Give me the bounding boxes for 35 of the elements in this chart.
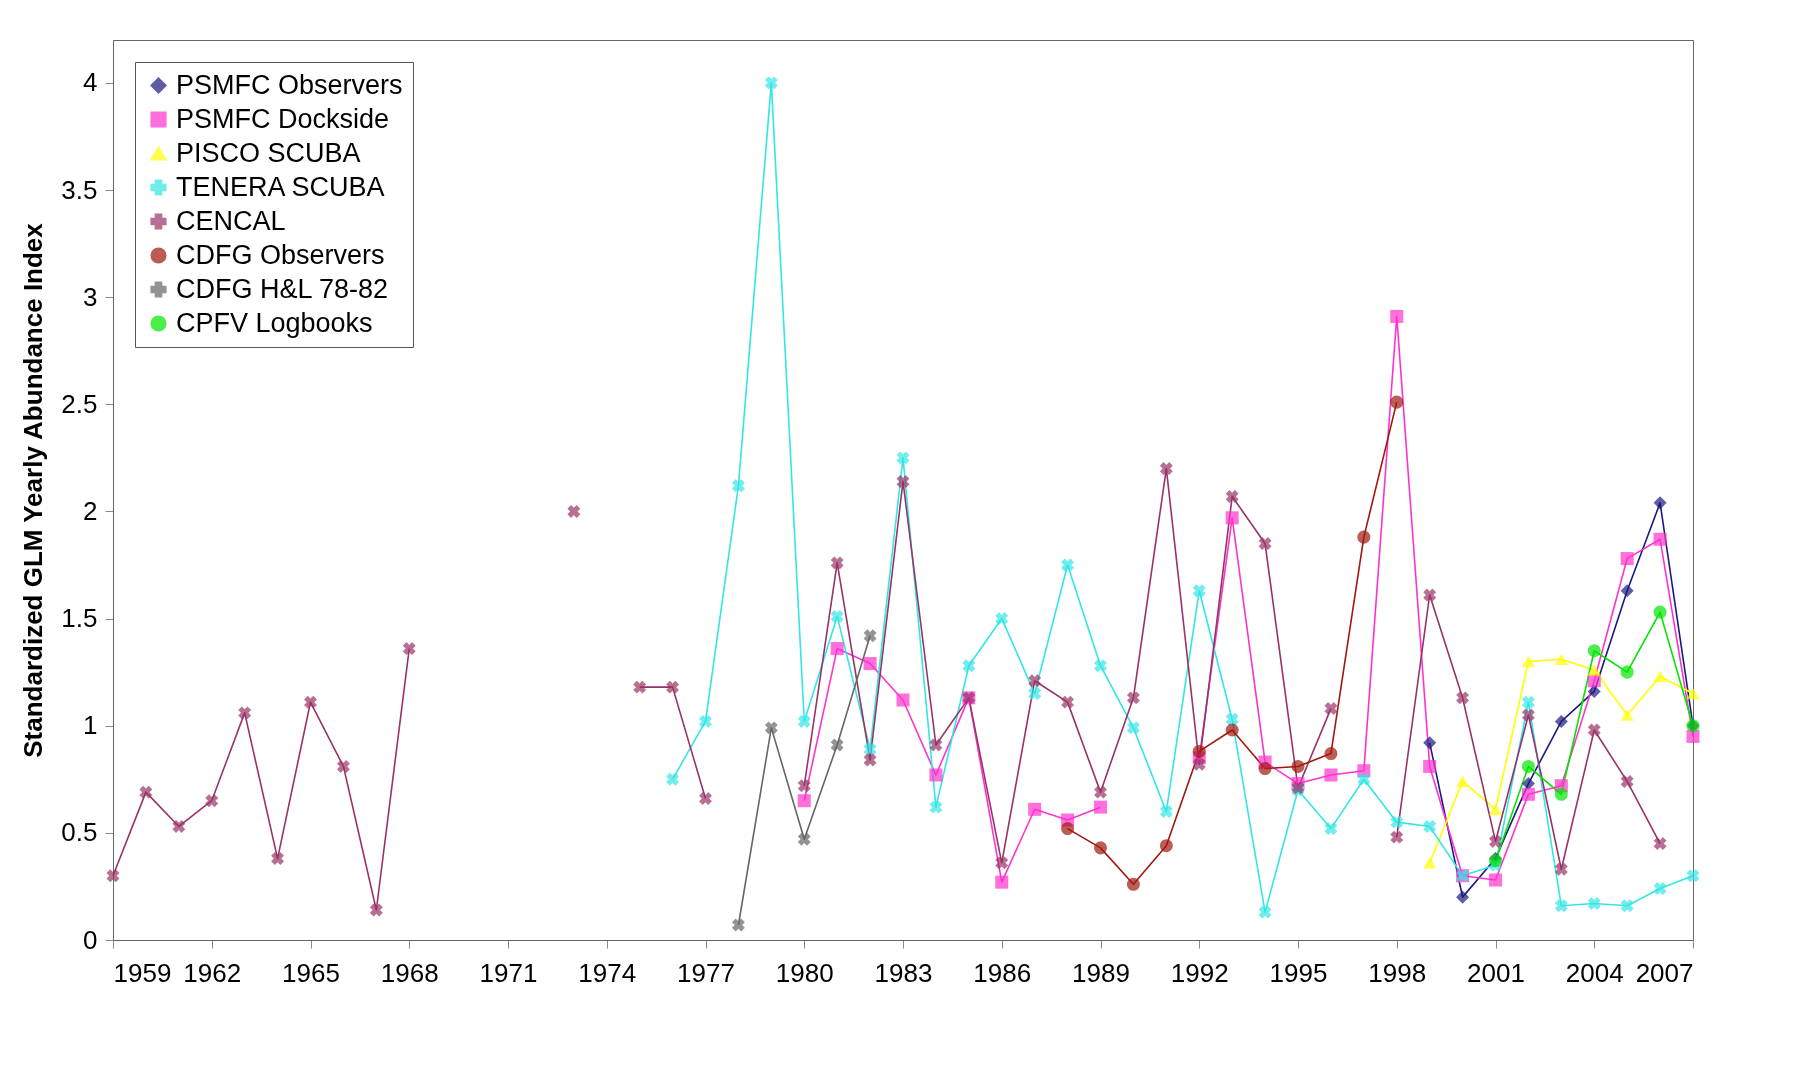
- legend-label: PSMFC Dockside: [176, 103, 390, 134]
- x-tick-label: 1995: [1269, 957, 1328, 988]
- x-tick-label: 2001: [1467, 957, 1525, 988]
- x-tick-label: 1986: [973, 957, 1032, 988]
- y-tick-label: 1.5: [61, 603, 98, 634]
- x-tick-label: 2007: [1635, 957, 1694, 988]
- y-tick-label: 3: [83, 281, 98, 312]
- y-axis-title: Standardized GLM Yearly Abundance Index: [18, 222, 49, 758]
- x-tick-label: 1977: [677, 957, 735, 988]
- x-tick-label: 1965: [282, 957, 340, 988]
- legend-label: CPFV Logbooks: [176, 307, 373, 338]
- x-tick-label: 1971: [479, 957, 538, 988]
- x-tick-label: 2004: [1565, 957, 1624, 988]
- legend-label: CDFG H&L 78-82: [176, 273, 389, 304]
- x-tick-label: 1968: [380, 957, 439, 988]
- legend-label: CDFG Observers: [176, 239, 385, 270]
- x-tick-label: 1974: [578, 957, 637, 988]
- x-tick-label: 1992: [1170, 957, 1229, 988]
- y-tick-label: 2.5: [61, 388, 98, 419]
- y-tick-label: 3.5: [61, 174, 98, 205]
- y-tick-label: 4: [83, 67, 98, 98]
- x-tick-label: 1962: [183, 957, 242, 988]
- x-tick-label: 1959: [113, 957, 172, 988]
- y-tick-label: 0: [83, 924, 98, 955]
- legend-label: CENCAL: [176, 205, 286, 236]
- y-tick-label: 1: [83, 710, 98, 741]
- legend-label: PSMFC Observers: [176, 69, 403, 100]
- legend-label: PISCO SCUBA: [176, 137, 361, 168]
- y-tick-label: 2: [83, 495, 98, 526]
- x-tick-label: 1989: [1072, 957, 1130, 988]
- legend-label: TENERA SCUBA: [176, 171, 385, 202]
- x-tick-label: 1980: [775, 957, 834, 988]
- x-tick-label: 1983: [874, 957, 933, 988]
- y-tick-label: 0.5: [61, 817, 98, 848]
- x-tick-label: 1998: [1368, 957, 1427, 988]
